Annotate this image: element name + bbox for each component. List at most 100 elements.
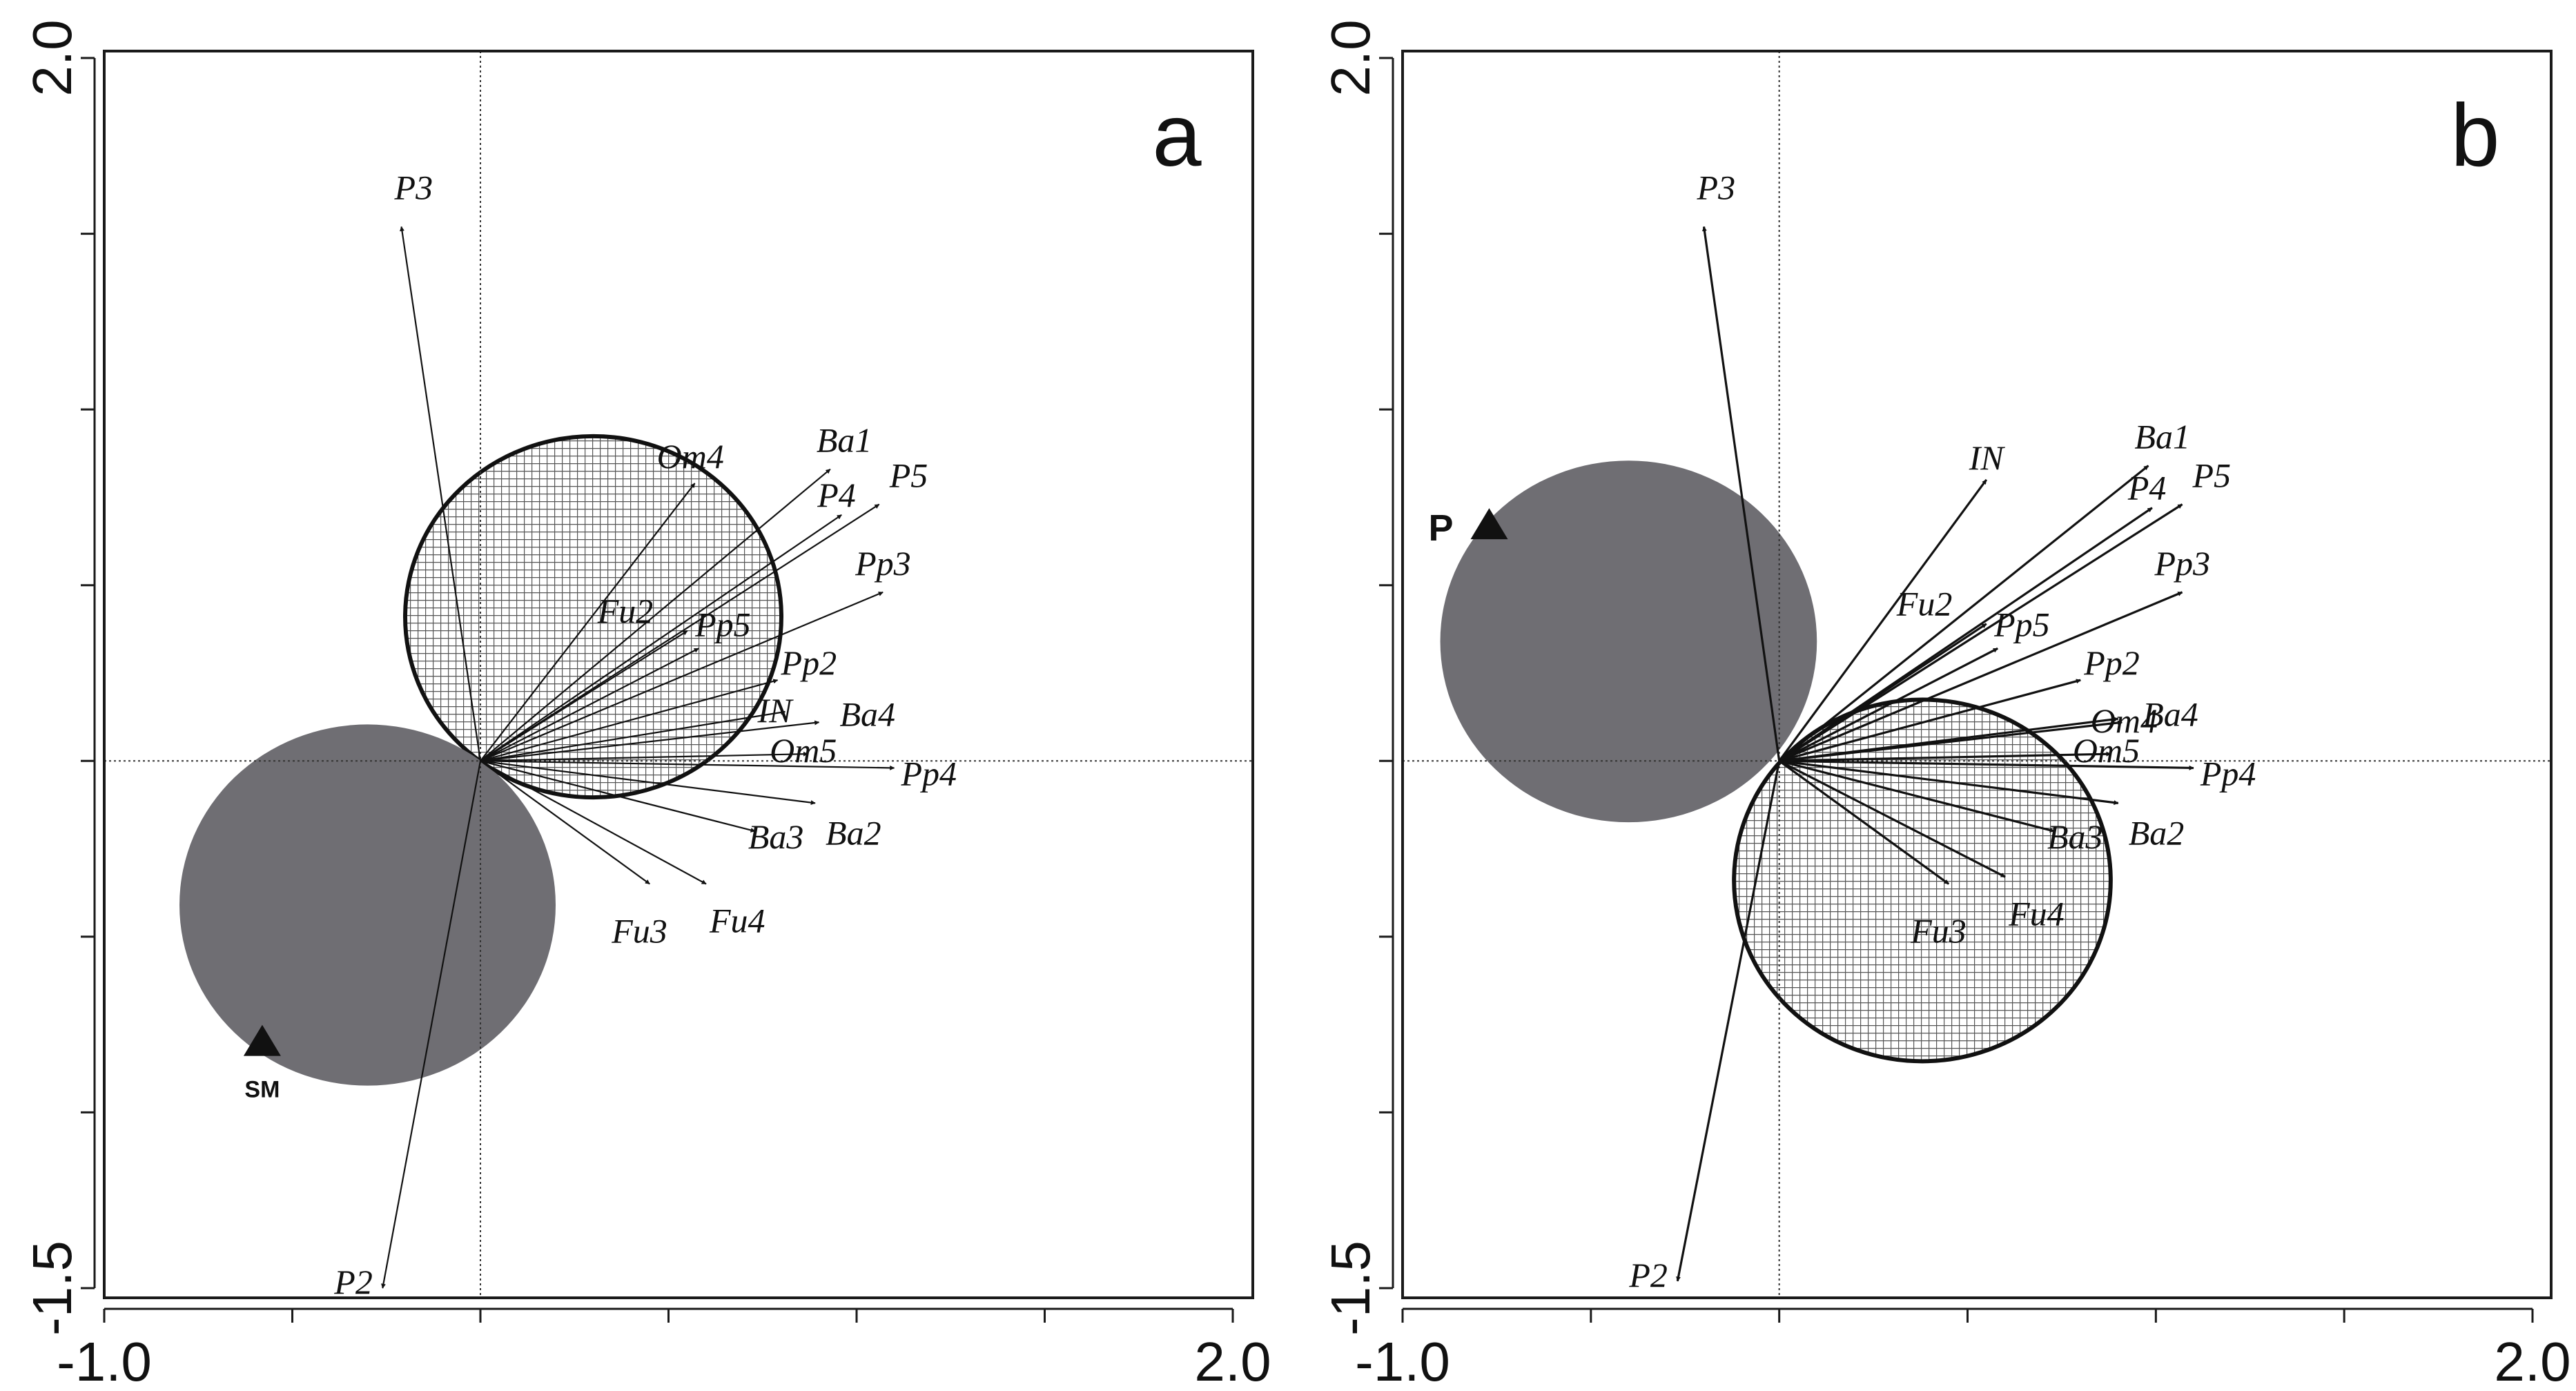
panel-a-vector-label-om5: Om5 [770, 731, 837, 770]
panel-b-vector-om5 [1779, 751, 2111, 762]
panel-a-vector-p2 [381, 761, 482, 1289]
panel-b-vector-label-om5: Om5 [2073, 731, 2140, 770]
panel-a-vector-label-p3: P3 [394, 168, 433, 206]
panel-b-vector-p2 [1676, 760, 1781, 1282]
panel-a-point-marker-sm [243, 1024, 281, 1056]
panel-b-vector-p5 [1778, 503, 2183, 762]
panel-b-shaded-circle [1440, 460, 1817, 823]
panel-b-vector-label-in: IN [1969, 438, 2006, 477]
panel-b-vector-label-pp2: Pp2 [2083, 643, 2140, 682]
panel-a-vector-fu3 [480, 760, 650, 885]
panel-a-vector-label-om4: Om4 [657, 437, 724, 476]
panel-a-vector-ba3 [480, 760, 756, 833]
panel-a-vector-label-pp3: Pp3 [855, 544, 911, 583]
panel-a-points: SM [243, 1024, 281, 1103]
panel-b-vector-label-pp5: Pp5 [1993, 605, 2050, 643]
panel-a-tag: a [1152, 86, 1202, 185]
panel-a-vector-om5 [480, 751, 808, 762]
panel-b-x-tick-label-left: -1.0 [1355, 1331, 1450, 1391]
panel-a-circles [179, 434, 783, 1086]
panel-b-vector-ba1 [1778, 465, 2149, 762]
panel-a-x-axis [103, 1307, 1234, 1323]
panel-a-vector-label-ba3: Ba3 [748, 817, 804, 856]
panel-b-y-tick-label-bottom: -1.5 [1320, 1241, 1381, 1336]
panel-a-vector-label-p2: P2 [333, 1263, 373, 1301]
panel-b-vector-p3 [1701, 226, 1781, 761]
panel-b-vector-label-fu4: Fu4 [2008, 894, 2065, 933]
panel-a-vector-label-pp4: Pp4 [901, 754, 957, 792]
panel-a-vector-label-in: IN [757, 691, 794, 730]
panel-b-vector-label-p5: P5 [2192, 456, 2232, 495]
panel-a-x-tick-label-left: -1.0 [57, 1331, 152, 1391]
panel-b-vector-fu4 [1778, 759, 2006, 878]
panel-a-vector-p3 [400, 226, 482, 761]
panel-a-vector-p5 [480, 503, 880, 762]
panel-a-vector-p4 [480, 514, 842, 762]
panel-a-vector-ba4 [480, 720, 820, 762]
panel-b-vector-label-fu2: Fu2 [1896, 585, 1953, 623]
panel-a-frame [103, 50, 1254, 1299]
panel-b-vector-ba2 [1779, 759, 2119, 806]
panel-b-vector-pp3 [1779, 591, 2183, 762]
panel-b-vector-fu2 [1778, 623, 1987, 762]
panel-a-point-label-sm: SM [244, 1077, 280, 1103]
panel-b-vector-in [1778, 479, 1988, 762]
panel-a-y-tick-label-bottom: -1.5 [21, 1241, 83, 1336]
panel-b-vector-ba4 [1779, 720, 2123, 762]
panel-b-y-axis [1379, 57, 1394, 1290]
panel-b-vector-label-ba2: Ba2 [2129, 813, 2185, 852]
panel-b-vector-label-p3: P3 [1697, 168, 1736, 206]
panel-a-vector-pp3 [480, 591, 884, 762]
panel-a-vector-fu4 [480, 760, 707, 885]
panel-b-vector-label-pp3: Pp3 [2154, 544, 2211, 583]
panel-a-vector-label-p5: P5 [889, 456, 928, 495]
panel-a-vector-ba2 [480, 760, 816, 806]
panel-b-vector-pp5 [1778, 647, 1998, 762]
panel-b-vector-ba3 [1779, 759, 2055, 833]
panel-a-vector-label-fu2: Fu2 [597, 592, 654, 630]
panel-b-point-label-p: P [1428, 507, 1453, 549]
panel-a-vector-pp4 [480, 760, 895, 770]
panel-a-vector-ba1 [480, 468, 831, 762]
panel-b-vector-label-p4: P4 [2127, 469, 2167, 507]
panel-a-vector-in [480, 710, 786, 762]
panel-a-vector-fu2 [480, 630, 688, 762]
panel-b-vector-pp2 [1779, 679, 2081, 762]
panel-a-vector-pp2 [480, 679, 779, 762]
panel-a-shaded-circle [179, 724, 556, 1086]
panel-a-vector-label-ba1: Ba1 [817, 421, 872, 460]
panel-b-tag: b [2450, 86, 2499, 185]
panel-a-y-tick-label-top: 2.0 [21, 19, 83, 96]
panel-b-x-tick-label-right: 2.0 [2494, 1331, 2570, 1391]
panel-b-vector-label-om4: Om4 [2091, 701, 2158, 740]
panel-a-vector-label-pp2: Pp2 [781, 643, 837, 682]
panel-a-vector-pp5 [480, 648, 699, 762]
panel-b-vector-label-p2: P2 [1628, 1256, 1668, 1294]
panel-a-vector-label-fu4: Fu4 [709, 901, 765, 940]
panel-b-vector-label-ba1: Ba1 [2134, 418, 2190, 456]
panel-a-y-axis [81, 57, 96, 1290]
panel-b-vector-label-pp4: Pp4 [2200, 754, 2256, 792]
panel-a-vector-label-pp5: Pp5 [694, 605, 751, 643]
panel-b-vector-label-fu3: Fu3 [1910, 911, 1967, 950]
panel-b-vector-label-ba4: Ba4 [2143, 694, 2198, 733]
panel-a-vector-label-ba4: Ba4 [840, 694, 896, 733]
panel-b-points: P [1428, 507, 1508, 549]
panel-b-vector-label-ba3: Ba3 [2047, 817, 2103, 856]
panel-b-vector-fu3 [1778, 759, 1950, 885]
panel-a-vector-label-p4: P4 [817, 476, 856, 514]
panel-b-frame [1401, 50, 2553, 1299]
panel-a-vector-label-ba2: Ba2 [826, 813, 881, 852]
panel-b-y-tick-label-top: 2.0 [1320, 19, 1381, 96]
panel-b-x-axis [1401, 1307, 2534, 1323]
panel-b-vector-pp4 [1779, 759, 2194, 770]
panel-a-vector-om4 [480, 483, 696, 761]
panel-a-hatched-circle [403, 434, 783, 800]
panel-b-point-marker-p [1470, 508, 1508, 540]
panel-a-vector-label-fu3: Fu3 [611, 911, 667, 950]
